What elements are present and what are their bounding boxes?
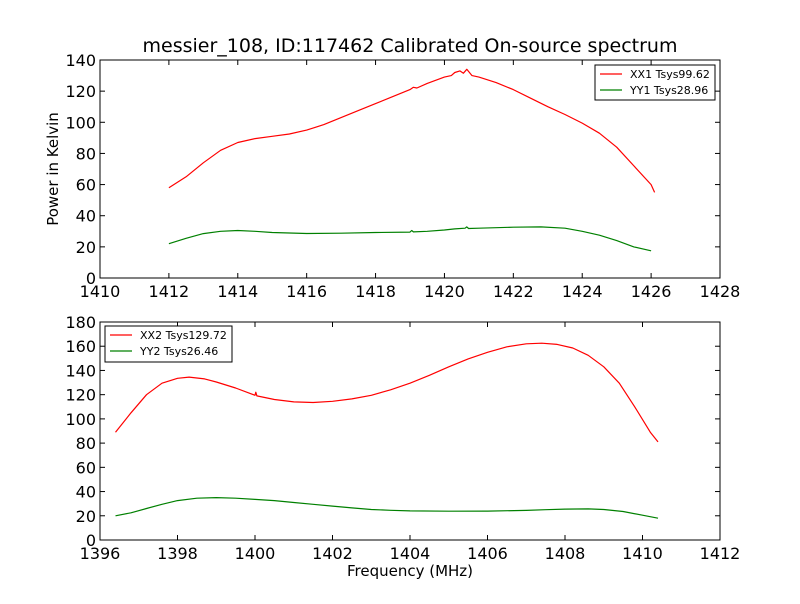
bottom-ticks-layer: 1396 1398 1400 1402 1404 1406 1408 1410 1412 0 20 4… <box>65 313 740 563</box>
bottom-y-tick-label: 140 <box>65 361 96 380</box>
y-axis-label: Power in Kelvin <box>44 112 62 226</box>
top-x-tick-label: 1420 <box>424 282 465 301</box>
bottom-series-layer <box>115 342 659 519</box>
bottom-y-tick-label: 0 <box>86 531 96 550</box>
bottom-x-tick-label: 1408 <box>545 544 586 563</box>
bottom-legend: XX2 Tsys129.72 YY2 Tsys26.46 <box>104 325 233 363</box>
top-x-tick-label: 1416 <box>286 282 327 301</box>
top-panel: messier_108, ID:117462 Calibrated On-sou… <box>44 35 740 301</box>
bottom-y-tick-label: 160 <box>65 337 96 356</box>
bottom-y-tick-label: 60 <box>76 458 96 477</box>
top-x-tick-label: 1426 <box>631 282 672 301</box>
bottom-series-line-2 <box>115 497 659 519</box>
bottom-y-tick-label: 20 <box>76 507 96 526</box>
top-y-tick-label: 80 <box>76 144 96 163</box>
top-x-tick-label: 1418 <box>355 282 396 301</box>
bottom-y-tick-label: 40 <box>76 483 96 502</box>
top-x-tick-label: 1414 <box>217 282 258 301</box>
bottom-x-tick-label: 1400 <box>235 544 276 563</box>
bottom-x-tick-label: 1402 <box>312 544 353 563</box>
top-series-line-1 <box>168 68 656 193</box>
top-y-tick-label: 60 <box>76 176 96 195</box>
top-series-line-2 <box>168 226 652 252</box>
bottom-x-tick-label: 1410 <box>622 544 663 563</box>
bottom-y-tick-label: 100 <box>65 410 96 429</box>
top-y-tick-label: 0 <box>86 269 96 288</box>
top-series-layer <box>168 68 656 252</box>
legend-label-yy2: YY2 Tsys26.46 <box>139 345 218 358</box>
chart-title: messier_108, ID:117462 Calibrated On-sou… <box>143 35 678 57</box>
top-x-tick-label: 1422 <box>493 282 534 301</box>
bottom-x-tick-label: 1398 <box>157 544 198 563</box>
bottom-y-tick-label: 180 <box>65 313 96 332</box>
bottom-x-tick-label: 1406 <box>467 544 508 563</box>
top-legend: XX1 Tsys99.62 YY1 Tsys28.96 <box>594 64 716 101</box>
bottom-y-tick-label: 120 <box>65 386 96 405</box>
top-y-tick-label: 100 <box>65 113 96 132</box>
bottom-y-tick-label: 80 <box>76 434 96 453</box>
top-ticks-layer: 1410 1412 1414 1416 1418 1420 1422 1424 1426 1428… <box>65 51 740 301</box>
top-x-tick-label: 1412 <box>149 282 190 301</box>
top-y-tick-label: 120 <box>65 82 96 101</box>
bottom-panel: Frequency (MHz) 1396 1398 1400 1402 1404 1406… <box>65 313 740 580</box>
bottom-x-tick-label: 1404 <box>390 544 431 563</box>
top-legend-box <box>594 64 716 101</box>
top-x-tick-label: 1424 <box>562 282 603 301</box>
top-y-tick-label: 40 <box>76 207 96 226</box>
top-x-tick-label: 1410 <box>80 282 121 301</box>
legend-label-xx2: XX2 Tsys129.72 <box>140 329 227 342</box>
top-y-tick-label: 140 <box>65 51 96 70</box>
legend-label-yy1: YY1 Tsys28.96 <box>629 84 708 97</box>
top-plot-frame <box>99 59 721 279</box>
x-axis-label: Frequency (MHz) <box>347 562 473 580</box>
bottom-x-tick-label: 1396 <box>80 544 121 563</box>
bottom-series-line-1 <box>115 342 659 443</box>
bottom-x-tick-label: 1412 <box>700 544 741 563</box>
bottom-legend-box <box>104 325 233 363</box>
top-x-tick-label: 1428 <box>700 282 741 301</box>
legend-label-xx1: XX1 Tsys99.62 <box>630 68 710 81</box>
top-y-tick-label: 20 <box>76 238 96 257</box>
